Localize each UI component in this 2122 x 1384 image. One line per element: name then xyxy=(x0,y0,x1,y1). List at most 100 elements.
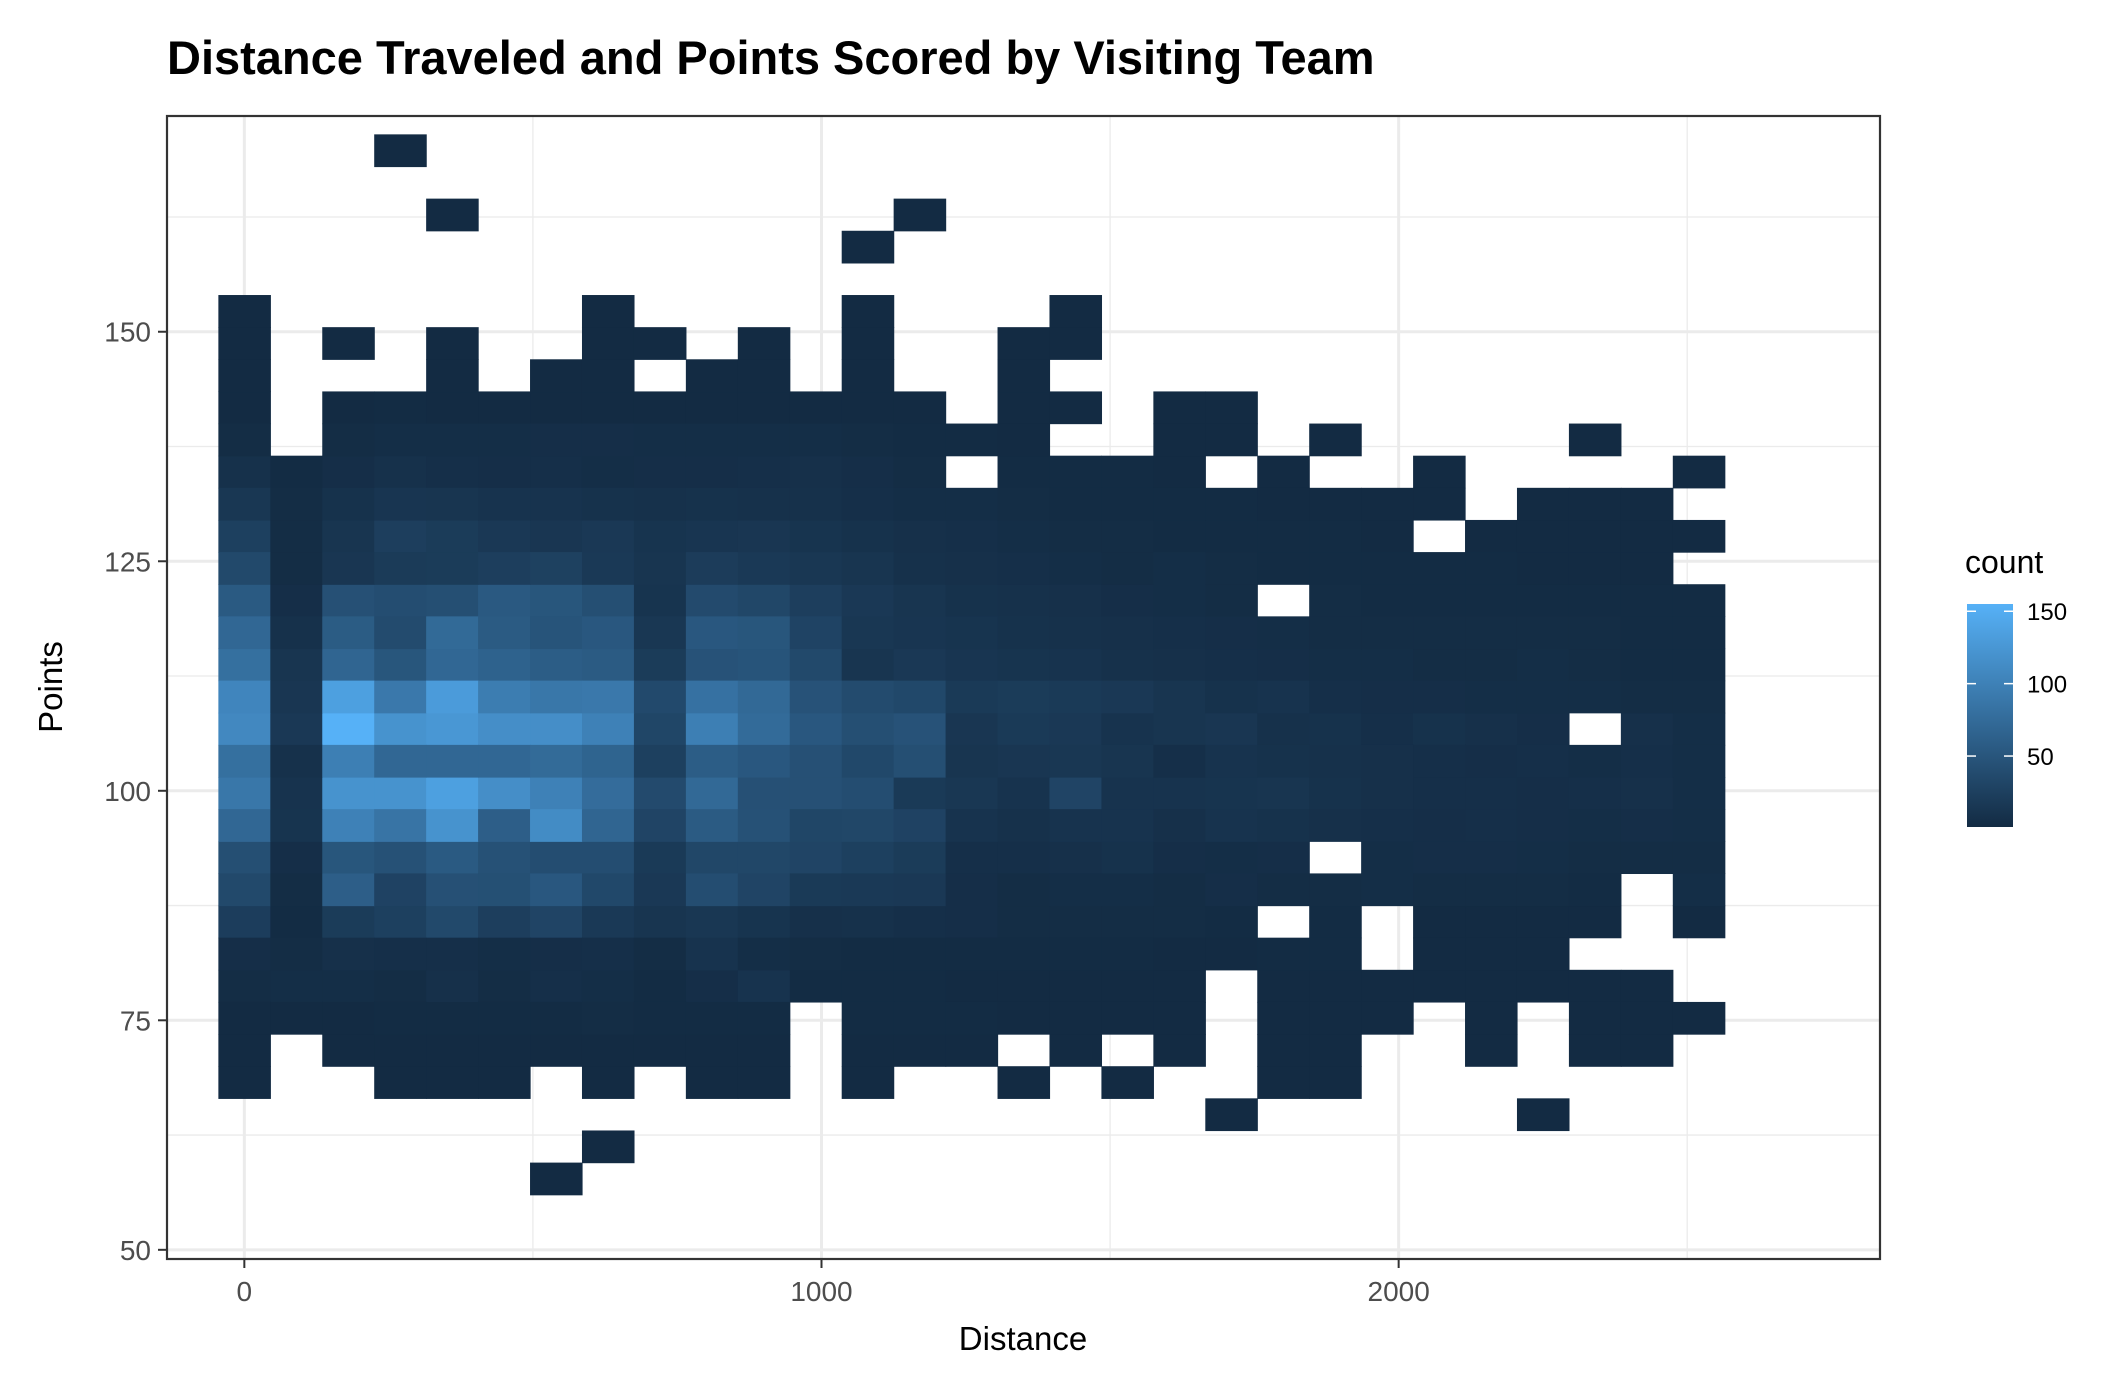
heatmap-cell xyxy=(322,1001,375,1035)
heatmap-cell xyxy=(893,744,947,778)
heatmap-cell xyxy=(1413,712,1466,746)
heatmap-cell xyxy=(737,777,791,810)
heatmap-cell xyxy=(789,648,843,682)
heatmap-cell xyxy=(270,455,323,489)
heatmap-cell xyxy=(1153,616,1206,650)
heatmap-cell xyxy=(1101,584,1154,617)
heatmap-cell xyxy=(841,230,895,264)
heatmap-cell xyxy=(426,198,479,232)
heatmap-cell xyxy=(633,712,687,746)
heatmap-cell xyxy=(1672,616,1726,650)
heatmap-cell xyxy=(1413,552,1466,585)
heatmap-cell xyxy=(581,969,635,1003)
heatmap-cell xyxy=(581,777,635,810)
heatmap-cell xyxy=(322,841,375,875)
heatmap-cell xyxy=(270,712,323,746)
heatmap-cell xyxy=(737,712,791,746)
heatmap-cell xyxy=(1568,519,1622,553)
heatmap-cell xyxy=(997,680,1051,714)
heatmap-cell xyxy=(530,873,583,907)
heatmap-cell xyxy=(530,423,583,457)
legend-colorbar xyxy=(1967,604,2013,827)
heatmap-cell xyxy=(218,777,271,810)
heatmap-cell xyxy=(530,905,583,939)
heatmap-cell xyxy=(1205,777,1258,810)
heatmap-cell xyxy=(1049,809,1103,842)
heatmap-cell xyxy=(1205,1098,1258,1132)
heatmap-cell xyxy=(1620,744,1674,778)
heatmap-cell xyxy=(1361,616,1414,650)
heatmap-cell xyxy=(374,969,427,1003)
heatmap-cell xyxy=(530,744,583,778)
heatmap-cell xyxy=(478,1066,531,1099)
heatmap-cell xyxy=(633,841,687,875)
heatmap-cell xyxy=(1153,777,1206,810)
heatmap-cell xyxy=(581,327,635,360)
heatmap-cell xyxy=(1672,777,1726,810)
heatmap-cell xyxy=(633,648,687,682)
heatmap-cell xyxy=(685,809,739,842)
heatmap-cell xyxy=(685,1034,739,1067)
heatmap-cell xyxy=(478,680,531,714)
heatmap-cell xyxy=(1101,680,1154,714)
heatmap-cell xyxy=(789,487,843,521)
heatmap-cell xyxy=(1309,1034,1362,1067)
heatmap-cell xyxy=(1257,680,1310,714)
heatmap-cell xyxy=(1413,905,1466,939)
heatmap-cell xyxy=(945,873,999,907)
heatmap-cell xyxy=(1205,680,1258,714)
heatmap-cell xyxy=(1361,584,1414,617)
heatmap-cell xyxy=(1413,809,1466,842)
heatmap-cell xyxy=(374,905,427,939)
heatmap-cell xyxy=(997,1066,1051,1099)
heatmap-cell xyxy=(322,969,375,1003)
heatmap-cell xyxy=(478,841,531,875)
heatmap-cell xyxy=(1672,744,1726,778)
heatmap-cell xyxy=(841,327,895,360)
heatmap-cell xyxy=(685,552,739,585)
heatmap-cell xyxy=(270,841,323,875)
heatmap-cell xyxy=(685,937,739,971)
heatmap-cell xyxy=(218,809,271,842)
heatmap-cell xyxy=(789,712,843,746)
heatmap-cell xyxy=(322,519,375,553)
heatmap-cell xyxy=(530,841,583,875)
heatmap-cell xyxy=(322,327,375,360)
legend-title: count xyxy=(1965,544,2043,580)
heatmap-cell xyxy=(530,1034,583,1067)
heatmap-cell xyxy=(1257,455,1310,489)
heatmap-cell xyxy=(789,905,843,939)
heatmap-cell xyxy=(1361,777,1414,810)
heatmap-cell xyxy=(841,455,895,489)
heatmap-cell xyxy=(530,487,583,521)
heatmap-cell xyxy=(426,584,479,617)
heatmap-cell xyxy=(685,712,739,746)
heatmap-cell xyxy=(1672,712,1726,746)
heatmap-cell xyxy=(426,1066,479,1099)
heatmap-cell xyxy=(1620,809,1674,842)
heatmap-cell xyxy=(218,295,271,328)
heatmap-cell xyxy=(270,584,323,617)
heatmap-cell xyxy=(945,584,999,617)
heatmap-cell xyxy=(841,1066,895,1099)
heatmap-cell xyxy=(581,809,635,842)
heatmap-cell xyxy=(1361,552,1414,585)
heatmap-cell xyxy=(1361,519,1414,553)
heatmap-cell xyxy=(374,584,427,617)
heatmap-cell xyxy=(1465,777,1518,810)
heatmap-cell xyxy=(737,1066,791,1099)
heatmap-cell xyxy=(478,391,531,425)
heatmap-cell xyxy=(374,1034,427,1067)
heatmap-cell xyxy=(841,969,895,1003)
heatmap-cell xyxy=(945,616,999,650)
heatmap-cell xyxy=(1672,873,1726,907)
heatmap-cell xyxy=(997,777,1051,810)
heatmap-cell xyxy=(1153,680,1206,714)
heatmap-cell xyxy=(1205,423,1258,457)
heatmap-cell xyxy=(841,584,895,617)
heatmap-cell xyxy=(1568,744,1622,778)
heatmap-cell xyxy=(1257,1001,1310,1035)
x-tick-label: 2000 xyxy=(1368,1276,1430,1307)
heatmap-cell xyxy=(1672,648,1726,682)
